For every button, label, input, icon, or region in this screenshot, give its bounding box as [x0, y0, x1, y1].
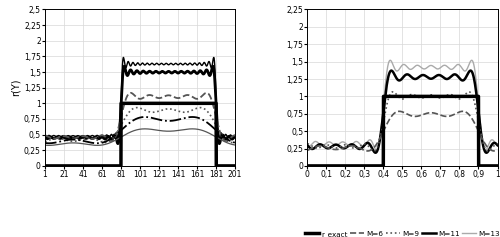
- Legend: r_exact, M=6, M=9, M=11, M=13: r_exact, M=6, M=9, M=11, M=13: [302, 228, 500, 237]
- Y-axis label: r(Y): r(Y): [11, 79, 21, 96]
